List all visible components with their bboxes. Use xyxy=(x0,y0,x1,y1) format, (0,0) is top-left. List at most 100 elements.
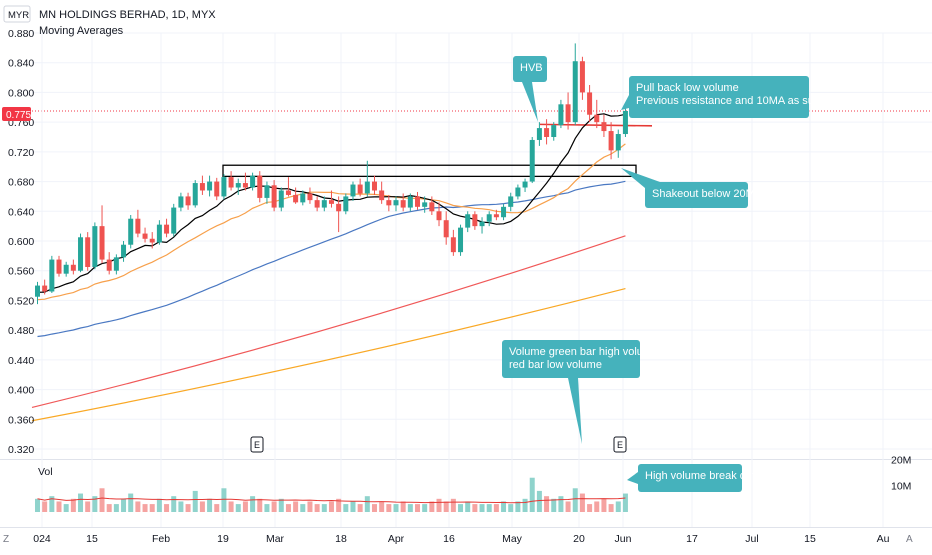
volume-bar xyxy=(85,501,91,512)
hvb-note xyxy=(513,56,547,82)
volume-bar xyxy=(106,504,112,512)
volume-bar xyxy=(400,501,406,512)
grid xyxy=(32,32,932,527)
candle-body xyxy=(235,183,241,188)
volume-bar xyxy=(615,501,621,512)
volume-bar xyxy=(479,504,485,512)
candle-body xyxy=(92,226,98,267)
volume-bar xyxy=(529,477,535,512)
time-tick-label: 17 xyxy=(686,533,698,545)
volume-bar xyxy=(156,498,162,512)
volume-bar xyxy=(92,496,98,512)
volume-bar xyxy=(142,504,148,512)
price-tick-label: 0.840 xyxy=(8,58,34,70)
price-tick-label: 0.320 xyxy=(8,444,34,456)
candle-body xyxy=(250,175,256,188)
ma150-line xyxy=(31,235,626,408)
candle-body xyxy=(436,211,442,221)
volume-tick-label: 10M xyxy=(891,481,911,493)
candle-body xyxy=(142,233,148,239)
candle-body xyxy=(501,206,507,218)
candle-body xyxy=(572,61,578,123)
volume-bar xyxy=(70,498,76,512)
volume-bar xyxy=(257,498,263,512)
shakeout-note xyxy=(645,182,748,208)
candle-body xyxy=(529,139,535,182)
volume-tick-label: 20M xyxy=(891,454,911,466)
candle-body xyxy=(400,200,406,208)
volume-bar xyxy=(551,498,557,512)
volume-bar xyxy=(336,498,342,512)
volume-bar xyxy=(185,504,191,512)
price-tick-label: 0.440 xyxy=(8,355,34,367)
volume-bar xyxy=(450,498,456,512)
candle-body xyxy=(178,196,184,208)
volume-bar xyxy=(407,504,413,512)
volume-bar xyxy=(113,504,119,512)
time-tick-label: May xyxy=(502,533,523,545)
volume-bar xyxy=(357,504,363,512)
earnings-marker[interactable] xyxy=(250,436,264,453)
shakeout-note-text: Shakeout below 20MA xyxy=(652,188,763,200)
last-price-value: 0.775 xyxy=(6,110,31,121)
volume-bar xyxy=(422,504,428,512)
time-tick-label: 024 xyxy=(33,533,51,545)
volume-bar xyxy=(128,493,134,512)
volume-bar xyxy=(522,498,528,512)
candle-body xyxy=(328,200,334,204)
price-tick-label: 0.680 xyxy=(8,177,34,189)
volume-bar xyxy=(149,504,155,512)
volume-bar xyxy=(594,501,600,512)
price-tick-label: 0.640 xyxy=(8,206,34,218)
time-tick-label: 18 xyxy=(335,533,347,545)
price-tick-label: 0.520 xyxy=(8,295,34,307)
candle-body xyxy=(300,193,306,203)
volume-bar xyxy=(501,501,507,512)
volume-bar xyxy=(579,493,585,512)
candle-body xyxy=(70,264,76,271)
candle-body xyxy=(622,111,628,135)
candle-body xyxy=(285,190,291,195)
currency-badge[interactable] xyxy=(3,5,31,23)
earnings-marker[interactable] xyxy=(613,436,627,453)
candle-body xyxy=(544,128,550,137)
candle-body xyxy=(99,226,105,260)
volume-note xyxy=(502,340,640,378)
chart-title: MN HOLDINGS BERHAD, 1D, MYX xyxy=(39,9,216,21)
volume-bar xyxy=(472,504,478,512)
volume-bar xyxy=(350,501,356,512)
volume-bar xyxy=(608,504,614,512)
candle-body xyxy=(63,264,69,274)
volume-bar xyxy=(242,501,248,512)
candle-body xyxy=(106,259,112,271)
time-tick-label: 15 xyxy=(804,533,816,545)
volume-bar xyxy=(371,504,377,512)
price-tick-label: 0.480 xyxy=(8,325,34,337)
candle-body xyxy=(386,200,392,206)
hvb-note-text: HVB xyxy=(520,62,543,74)
volume-bar xyxy=(622,493,628,512)
candle-body xyxy=(307,193,313,201)
candle-body xyxy=(579,61,585,93)
timezone-icon[interactable]: Z xyxy=(3,534,9,545)
candle-body xyxy=(458,227,464,253)
candle-body xyxy=(422,202,428,207)
candle-body xyxy=(321,200,327,208)
volume-bar xyxy=(99,488,105,512)
price-tick-label: 0.720 xyxy=(8,147,34,159)
auto-scale-icon[interactable]: A xyxy=(906,534,913,545)
volume-bar xyxy=(285,504,291,512)
candle-body xyxy=(35,285,40,297)
volume-bar xyxy=(121,498,127,512)
volume-bar xyxy=(63,504,69,512)
candle-body xyxy=(192,183,198,206)
volume-bar xyxy=(379,501,385,512)
candle-body xyxy=(522,181,528,188)
volume-bar xyxy=(508,504,514,512)
time-tick-label: 20 xyxy=(573,533,585,545)
candle-body xyxy=(393,200,399,206)
hvb-note-pointer xyxy=(522,82,538,122)
candle-body xyxy=(257,175,263,198)
